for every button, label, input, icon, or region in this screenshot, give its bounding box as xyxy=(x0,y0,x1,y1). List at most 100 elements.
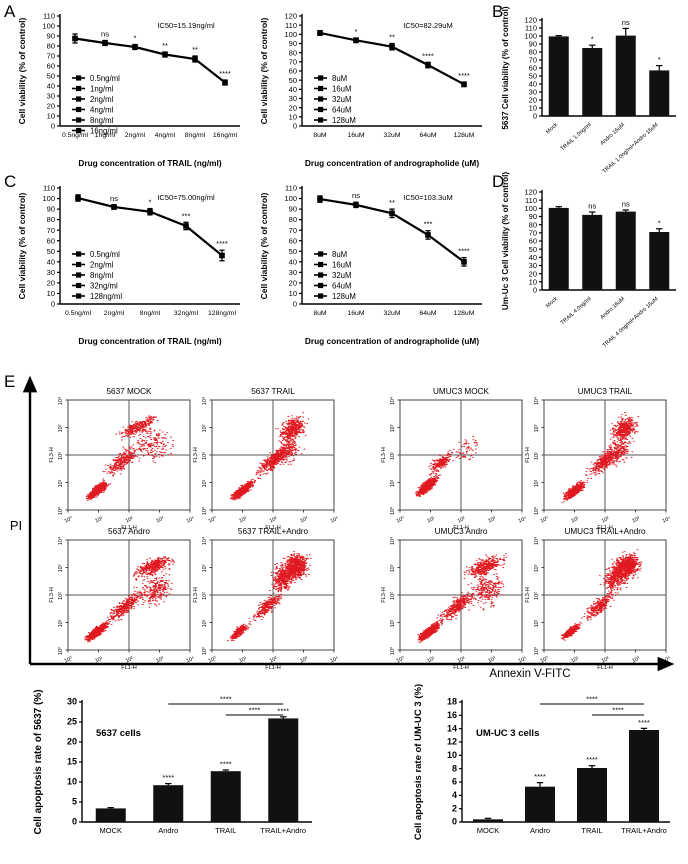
data-point xyxy=(192,56,198,62)
y-axis-title: Um-Uc 3 Cell viability (% of control) xyxy=(501,172,510,311)
flow-x-tick: 10⁰ xyxy=(540,516,550,525)
y-tick-label: 80 xyxy=(529,48,537,57)
significance-marker: **** xyxy=(586,755,598,764)
chart-f1: 0 5 10 15 20 25 30 Cell apoptosis rate of 5637 … xyxy=(30,676,320,858)
chart-a1: 0 10 20 30 40 50 60 70 80 90 100 110 Cell viability … xyxy=(16,6,248,172)
y-axis-title: Cell apoptosis rate of UM-UC 3 (%) xyxy=(413,684,424,840)
x-tick-label: TRAIL+Andro xyxy=(621,826,667,835)
y-tick-label: 40 xyxy=(289,257,297,266)
y-tick-label: 30 xyxy=(47,268,55,277)
panel-letter-d: D xyxy=(492,172,505,191)
flow-y-tick: 10³ xyxy=(390,424,396,432)
legend-label: 128uM xyxy=(332,292,356,301)
x-tick-label: TRAIL+Andro xyxy=(260,826,306,835)
flow-x-tick: 10⁰ xyxy=(396,656,406,665)
comparison-significance: **** xyxy=(586,695,598,704)
flow-y-tick: 10⁰ xyxy=(202,507,208,515)
significance-marker: ns xyxy=(588,202,596,211)
significance-marker: **** xyxy=(277,706,289,715)
flow-x-tick: 10⁰ xyxy=(208,656,218,665)
ic50-annotation: IC50=75.00ng/ml xyxy=(157,193,215,202)
legend-label: 8ng/ml xyxy=(90,116,114,125)
flow-x-tick: 10² xyxy=(457,656,467,665)
x-tick-label: 16ng/ml xyxy=(213,132,238,139)
y-tick-label: 100 xyxy=(42,194,55,203)
data-point xyxy=(353,202,359,208)
significance-marker: ** xyxy=(192,45,198,54)
flow-y-tick: 10² xyxy=(390,452,396,460)
annexin-axis-label: Annexin V-FITC xyxy=(489,668,570,680)
flow-plot-title: UMUC3 MOCK xyxy=(433,387,489,396)
y-tick-label: 80 xyxy=(47,215,55,224)
x-tick-label: 128uM xyxy=(454,310,475,317)
flow-y-tick: 10³ xyxy=(202,564,208,572)
flow-y-axis-label: FL3-H xyxy=(193,587,199,603)
flow-x-tick: 10³ xyxy=(631,516,641,525)
flow-y-tick: 10⁴ xyxy=(202,536,208,545)
x-tick-label: 8uM xyxy=(313,132,327,139)
y-tick-label: 0 xyxy=(293,300,297,309)
flow-x-tick: 10⁰ xyxy=(396,516,406,525)
flow-dot-cloud xyxy=(229,412,310,501)
y-tick-label: 50 xyxy=(47,247,55,256)
x-tick-label: 32uM xyxy=(383,132,400,139)
y-tick-label: 110 xyxy=(43,12,55,21)
y-tick-label: 25 xyxy=(67,717,77,727)
flow-y-axis-label: FL3-H xyxy=(49,587,55,603)
data-point xyxy=(75,195,81,201)
significance-marker: **** xyxy=(534,772,546,781)
y-tick-label: 6 xyxy=(452,777,457,787)
y-tick-label: 70 xyxy=(47,52,55,61)
flow-dot-cloud xyxy=(560,549,643,641)
data-point xyxy=(425,232,431,238)
comparison-significance: **** xyxy=(612,706,624,715)
data-point xyxy=(132,44,138,50)
ic50-annotation: IC50=15.19ng/ml xyxy=(157,21,215,30)
y-tick-label: 40 xyxy=(47,82,55,91)
legend-marker xyxy=(318,106,324,113)
significance-marker: ** xyxy=(389,33,395,42)
significance-marker: **** xyxy=(220,760,232,769)
flow-y-tick: 10⁴ xyxy=(534,536,540,545)
x-axis-title: Drug concentration of TRAIL (ng/ml) xyxy=(78,158,221,168)
flow-y-tick: 10¹ xyxy=(202,619,208,627)
legend-marker xyxy=(318,251,324,257)
flow-dot-cloud xyxy=(561,412,640,504)
y-tick-label: 10 xyxy=(47,112,55,121)
y-tick-label: 60 xyxy=(289,236,297,245)
flow-y-tick: 10¹ xyxy=(58,619,64,627)
y-tick-label: 90 xyxy=(529,40,537,49)
flow-x-tick: 10¹ xyxy=(570,516,580,525)
flow-plot-title: 5637 Andro xyxy=(108,527,150,536)
flow-y-tick: 10³ xyxy=(534,564,540,572)
flow-y-tick: 10¹ xyxy=(534,619,540,627)
panel-letter-c: C xyxy=(4,172,17,191)
y-tick-label: 16 xyxy=(447,710,457,720)
y-tick-label: 70 xyxy=(289,57,297,66)
legend-marker xyxy=(76,251,82,257)
x-tick-label: Andro xyxy=(530,826,550,835)
legend-marker xyxy=(318,282,324,289)
y-tick-label: 40 xyxy=(289,85,297,94)
y-tick-label: 100 xyxy=(524,204,537,213)
bar xyxy=(210,771,241,822)
x-tick-label: TRAIL 1.0ng/ml xyxy=(560,122,593,152)
y-tick-label: 60 xyxy=(47,62,55,71)
bar xyxy=(153,785,184,822)
flow-y-tick: 10⁴ xyxy=(390,536,396,545)
flow-y-tick: 10¹ xyxy=(390,479,396,487)
flow-plot-title: UMUC3 Andro xyxy=(435,527,488,536)
legend-label: 0.5ng/ml xyxy=(90,74,120,83)
y-tick-label: 5 xyxy=(72,797,77,807)
flow-y-tick: 10¹ xyxy=(58,479,64,487)
x-tick-label: 0.5ng/ml xyxy=(65,310,92,317)
y-tick-label: 20 xyxy=(529,269,537,278)
significance-marker: **** xyxy=(458,247,470,256)
significance-marker: **** xyxy=(219,69,231,78)
y-tick-label: 110 xyxy=(285,184,297,193)
y-tick-label: 50 xyxy=(47,72,55,81)
